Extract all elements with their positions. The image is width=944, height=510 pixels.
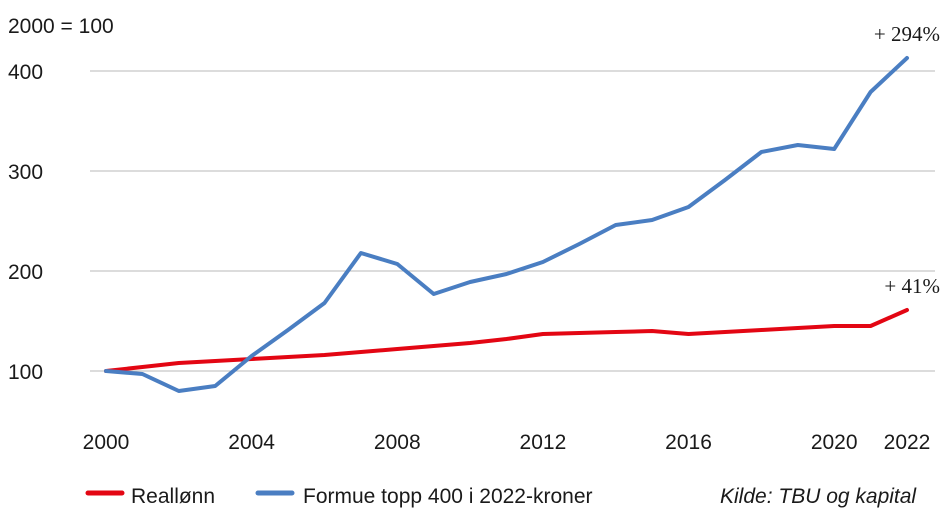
series-line-reallonn [104,308,909,373]
y-axis-ticks: 100 200 300 400 [8,61,43,384]
x-tick-label: 2022 [884,431,931,454]
y-unit-label: 2000 = 100 [8,15,114,38]
x-tick-label: 2008 [374,431,421,454]
y-tick-label: 400 [8,61,43,84]
source-note: Kilde: TBU og kapital [720,485,917,508]
legend-label-reallonn: Reallønn [131,485,215,508]
annotation-formue: + 294% [874,22,940,46]
legend: Reallønn Formue topp 400 i 2022-kroner [85,485,593,508]
gridlines [90,70,935,372]
annotation-reallonn: + 41% [884,274,940,298]
x-tick-label: 2020 [811,431,858,454]
x-axis-ticks: 2000 2004 2008 2012 2016 2020 2022 [83,431,931,454]
y-tick-label: 100 [8,361,43,384]
series-line-formue [104,56,909,393]
x-tick-label: 2012 [520,431,567,454]
y-tick-label: 300 [8,161,43,184]
x-tick-label: 2000 [83,431,130,454]
legend-label-formue: Formue topp 400 i 2022-kroner [303,485,593,508]
annotations: + 294% + 41% [874,22,940,298]
x-tick-label: 2016 [665,431,712,454]
x-tick-label: 2004 [228,431,275,454]
series-lines [104,56,909,393]
y-tick-label: 200 [8,261,43,284]
